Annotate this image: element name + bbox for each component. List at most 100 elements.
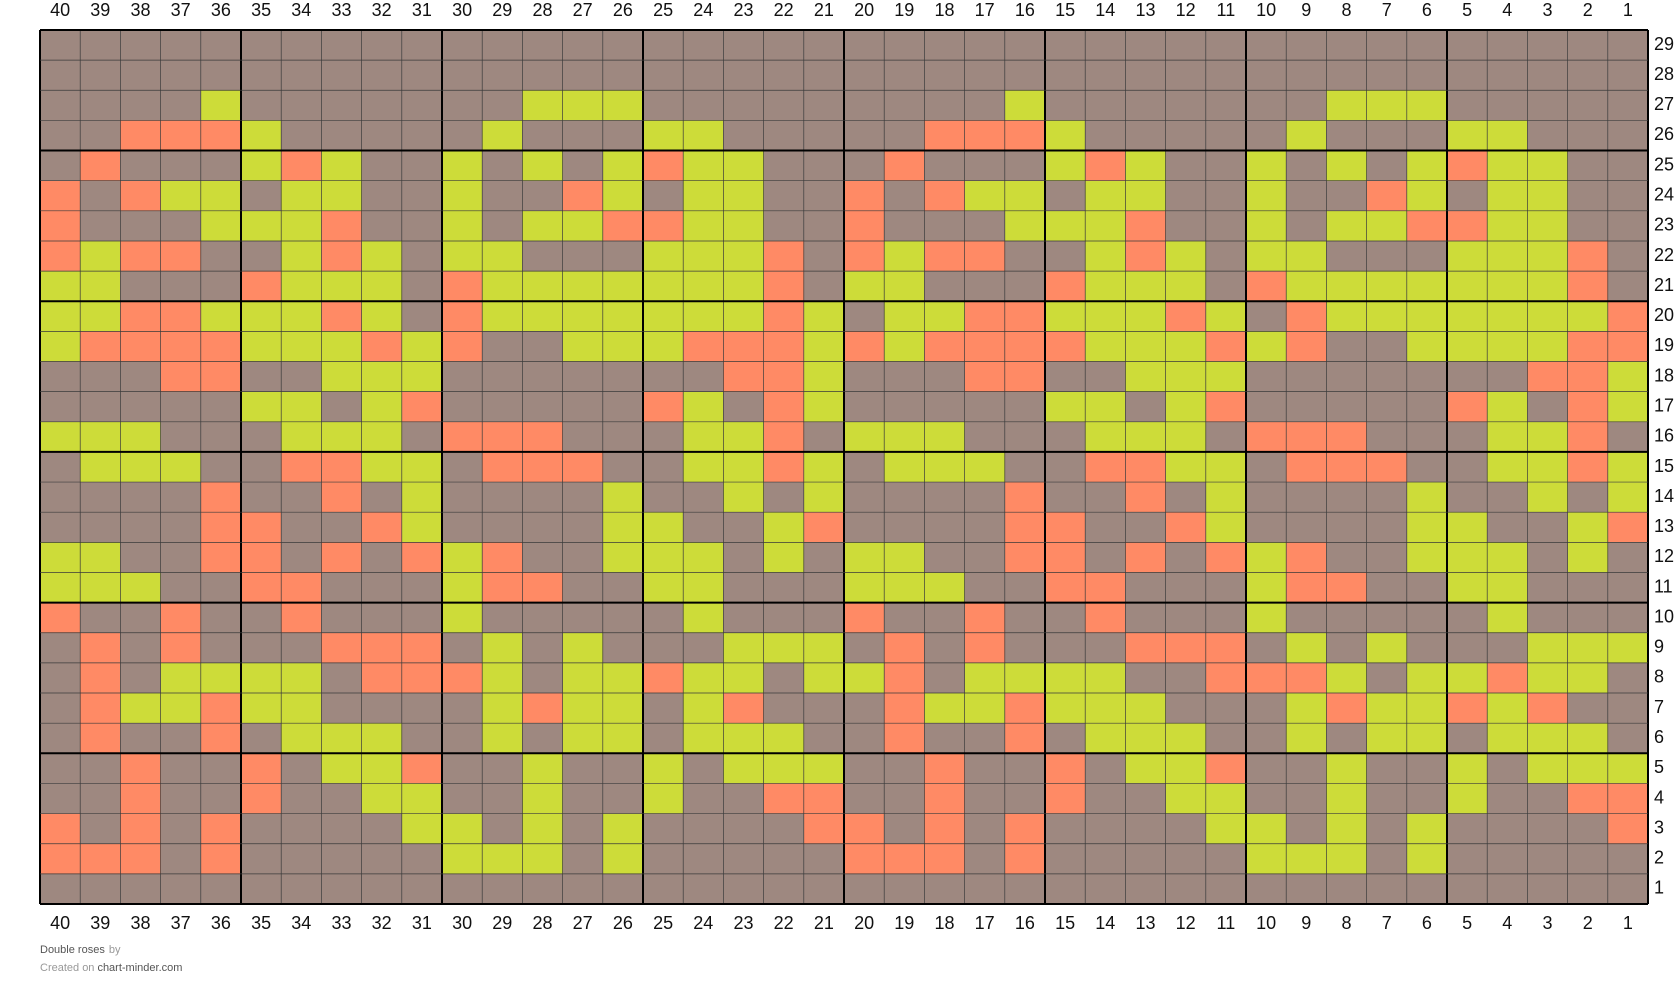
stitch bbox=[281, 813, 322, 844]
stitch bbox=[200, 180, 241, 211]
stitch bbox=[1004, 783, 1045, 814]
stitch bbox=[763, 512, 804, 543]
stitch bbox=[803, 873, 844, 904]
stitch bbox=[1205, 90, 1246, 121]
stitch bbox=[643, 90, 684, 121]
stitch bbox=[643, 30, 684, 61]
stitch bbox=[844, 150, 885, 181]
stitch bbox=[643, 60, 684, 91]
stitch bbox=[482, 843, 523, 874]
row-number: 1 bbox=[1654, 878, 1664, 898]
stitch bbox=[763, 662, 804, 694]
stitch bbox=[1487, 391, 1528, 422]
stitch bbox=[1326, 482, 1367, 513]
stitch bbox=[361, 271, 402, 302]
stitch bbox=[1527, 210, 1568, 241]
stitch bbox=[1527, 512, 1568, 543]
stitch bbox=[401, 662, 442, 694]
row-number: 9 bbox=[1654, 637, 1664, 657]
stitch bbox=[723, 60, 764, 91]
stitch bbox=[1447, 632, 1488, 663]
stitch bbox=[401, 542, 442, 573]
stitch bbox=[1205, 391, 1246, 422]
stitch bbox=[1527, 662, 1568, 694]
stitch bbox=[361, 572, 402, 603]
stitch bbox=[80, 180, 121, 211]
stitch bbox=[80, 90, 121, 121]
stitch bbox=[281, 421, 322, 452]
stitch bbox=[1165, 30, 1206, 61]
stitch bbox=[1004, 572, 1045, 603]
stitch bbox=[1406, 361, 1447, 392]
stitch bbox=[160, 150, 201, 181]
stitch bbox=[562, 482, 603, 513]
stitch bbox=[1487, 813, 1528, 844]
stitch bbox=[482, 421, 523, 452]
stitch bbox=[964, 361, 1005, 392]
stitch bbox=[1567, 572, 1608, 603]
stitch bbox=[1205, 331, 1246, 362]
stitch bbox=[602, 813, 643, 844]
stitch bbox=[80, 120, 121, 151]
stitch bbox=[602, 542, 643, 573]
row-number: 15 bbox=[1654, 456, 1674, 476]
stitch bbox=[1246, 873, 1287, 904]
stitch bbox=[241, 873, 282, 904]
stitch bbox=[1527, 783, 1568, 814]
stitch bbox=[924, 813, 965, 844]
stitch bbox=[401, 512, 442, 543]
stitch bbox=[321, 150, 362, 181]
stitch bbox=[120, 873, 161, 904]
stitch bbox=[241, 451, 282, 483]
stitch bbox=[482, 542, 523, 573]
stitch bbox=[1125, 30, 1166, 61]
stitch bbox=[522, 451, 563, 483]
stitch bbox=[1406, 723, 1447, 754]
stitch bbox=[80, 150, 121, 181]
stitch bbox=[1366, 271, 1407, 302]
stitch bbox=[964, 30, 1005, 61]
stitch bbox=[1125, 240, 1166, 272]
stitch bbox=[1607, 873, 1648, 904]
stitch bbox=[602, 210, 643, 241]
stitch bbox=[844, 331, 885, 362]
stitch bbox=[361, 602, 402, 633]
stitch bbox=[1326, 421, 1367, 452]
stitch bbox=[281, 632, 322, 663]
row-number: 14 bbox=[1654, 486, 1674, 506]
stitch bbox=[160, 301, 201, 332]
stitch bbox=[1447, 451, 1488, 483]
stitch bbox=[200, 90, 241, 121]
stitch bbox=[683, 602, 724, 633]
stitch bbox=[1326, 693, 1367, 724]
stitch bbox=[1125, 271, 1166, 302]
stitch bbox=[844, 60, 885, 91]
stitch bbox=[1607, 301, 1648, 332]
stitch bbox=[1487, 180, 1528, 211]
stitch bbox=[160, 843, 201, 874]
stitch bbox=[281, 120, 322, 151]
stitch bbox=[924, 753, 965, 784]
stitch bbox=[602, 693, 643, 724]
stitch bbox=[522, 421, 563, 452]
column-number: 25 bbox=[653, 0, 673, 20]
stitch bbox=[884, 210, 925, 241]
stitch bbox=[884, 60, 925, 91]
stitch bbox=[562, 90, 603, 121]
row-number: 10 bbox=[1654, 606, 1674, 626]
stitch bbox=[120, 723, 161, 754]
stitch bbox=[763, 60, 804, 91]
stitch bbox=[1004, 813, 1045, 844]
stitch bbox=[1527, 723, 1568, 754]
stitch bbox=[442, 271, 483, 302]
stitch bbox=[442, 60, 483, 91]
stitch bbox=[1165, 210, 1206, 241]
stitch bbox=[200, 271, 241, 302]
column-number: 32 bbox=[372, 0, 392, 20]
stitch bbox=[401, 572, 442, 603]
stitch bbox=[1045, 542, 1086, 573]
stitch bbox=[241, 662, 282, 694]
stitch bbox=[1246, 60, 1287, 91]
stitch bbox=[1205, 693, 1246, 724]
stitch bbox=[1366, 662, 1407, 694]
